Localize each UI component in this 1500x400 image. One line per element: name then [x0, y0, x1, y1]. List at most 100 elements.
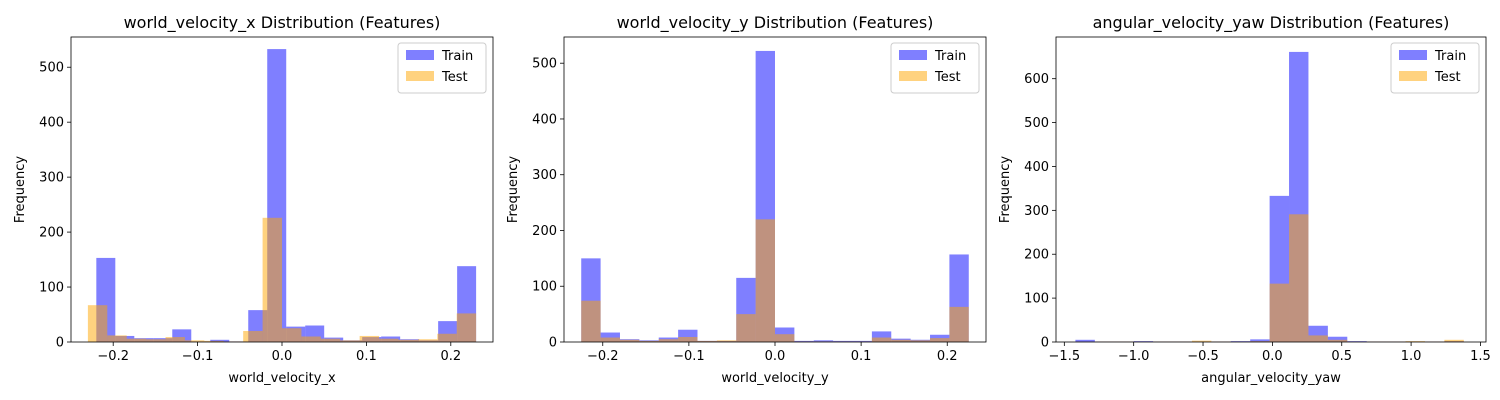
bar-test-19 — [1444, 339, 1464, 342]
chart-title: angular_velocity_yaw Distribution (Featu… — [1093, 13, 1450, 33]
bar-test-8 — [243, 331, 263, 342]
bar-test-15 — [871, 337, 892, 342]
bar-test-16 — [398, 339, 418, 342]
y-tick-label: 300 — [532, 168, 557, 183]
x-tick-label: 0.1 — [356, 349, 377, 364]
bar-test-12 — [320, 338, 341, 342]
bar-test-14 — [359, 335, 380, 342]
bar-train-6 — [210, 339, 230, 342]
bar-test-17 — [910, 340, 931, 342]
bar-train-15 — [871, 331, 892, 342]
bar-test-4 — [165, 337, 185, 342]
bar-test-17 — [417, 339, 438, 342]
bar-test-1 — [600, 337, 620, 342]
x-tick-label: −0.5 — [1187, 349, 1219, 364]
x-tick-label: 0.0 — [272, 349, 293, 364]
legend-swatch-train — [1399, 50, 1427, 60]
y-tick-label: 400 — [39, 116, 64, 131]
chart-panel-1: −0.2 −0.1 0.0 0.1 0.2 0 100 200 300 400 500 world_v… — [13, 13, 494, 386]
x-tick-label: −1.0 — [1118, 349, 1150, 364]
legend-label-train: Train — [1434, 49, 1466, 64]
y-tick-label: 500 — [1024, 116, 1049, 131]
x-axis-label: angular_velocity_yaw — [1201, 371, 1341, 386]
x-tick-label: 0.2 — [440, 349, 461, 364]
y-tick-label: 500 — [39, 61, 64, 76]
legend-label-test: Test — [441, 70, 468, 85]
chart-panel-3: −1.5 −1.0 −0.5 0.0 0.5 1.0 1.5 0 100 200 300 400 500… — [998, 13, 1491, 386]
y-tick-label: 400 — [532, 112, 557, 127]
bar-test-5 — [678, 336, 698, 342]
y-tick-label: 600 — [1024, 72, 1049, 87]
y-axis-label: Frequency — [13, 156, 28, 223]
bar-test-6 — [1191, 340, 1212, 342]
bar-train-1 — [600, 332, 620, 342]
bar-test-16 — [891, 339, 911, 342]
bar-test-9 — [262, 217, 282, 342]
legend-swatch-train — [899, 50, 927, 60]
legend-swatch-train — [406, 50, 434, 60]
y-tick-label: 400 — [1024, 160, 1049, 175]
chart-title: world_velocity_x Distribution (Features) — [124, 13, 441, 33]
legend-label-train: Train — [934, 49, 966, 64]
x-tick-label: −0.1 — [182, 349, 214, 364]
chart-panel-2: −0.2 −0.1 0.0 0.1 0.2 0 100 200 300 400 500 world_v… — [506, 13, 987, 386]
axes-frame — [1055, 36, 1487, 343]
legend: Train Test — [397, 42, 487, 94]
y-tick-label: 100 — [1024, 292, 1049, 307]
y-tick-label: 0 — [549, 336, 557, 351]
y-axis-label: Frequency — [998, 156, 1013, 223]
bar-test-5 — [184, 340, 205, 342]
bar-test-0 — [581, 300, 601, 342]
y-tick-label: 100 — [532, 280, 557, 295]
series-test — [581, 219, 969, 342]
bar-test-11 — [1289, 214, 1309, 342]
legend-label-test: Test — [1434, 70, 1461, 85]
legend-swatch-test — [406, 71, 434, 81]
bar-test-10 — [775, 334, 795, 342]
y-tick-label: 100 — [39, 281, 64, 296]
legend-swatch-test — [1399, 71, 1427, 81]
y-tick-label: 200 — [532, 224, 557, 239]
bar-train-0 — [1075, 339, 1095, 342]
x-tick-label: 0.0 — [1262, 349, 1283, 364]
bar-test-6 — [697, 340, 717, 342]
bar-test-9 — [755, 219, 775, 342]
x-tick-label: 0.1 — [851, 349, 872, 364]
x-tick-label: 1.5 — [1470, 349, 1491, 364]
bar-train-13 — [1327, 336, 1348, 342]
bar-test-6 — [204, 340, 224, 342]
bar-test-7 — [716, 340, 737, 342]
x-tick-label: 0.0 — [765, 349, 786, 364]
legend: Train Test — [890, 42, 980, 94]
x-tick-label: 1.0 — [1401, 349, 1422, 364]
bar-test-9 — [1250, 341, 1270, 342]
bar-test-8 — [736, 314, 756, 342]
bar-train-9 — [1250, 339, 1270, 342]
bar-test-11 — [301, 336, 321, 342]
bar-test-13 — [340, 340, 360, 342]
legend: Train Test — [1390, 42, 1480, 94]
y-tick-label: 300 — [1024, 204, 1049, 219]
bar-test-3 — [639, 340, 659, 342]
x-tick-label: 0.2 — [937, 349, 958, 364]
y-tick-label: 500 — [532, 57, 557, 72]
y-tick-label: 0 — [56, 336, 64, 351]
y-tick-label: 200 — [1024, 248, 1049, 263]
bar-test-2 — [126, 338, 147, 342]
x-tick-label: −0.2 — [97, 349, 129, 364]
bar-test-19 — [456, 313, 477, 342]
bar-test-18 — [930, 338, 950, 342]
legend-label-test: Test — [934, 70, 961, 85]
bar-test-17 — [1405, 341, 1425, 342]
bar-test-2 — [619, 339, 640, 342]
x-tick-label: −1.5 — [1049, 349, 1081, 364]
bar-test-19 — [949, 306, 969, 342]
y-tick-label: 200 — [39, 226, 64, 241]
legend-swatch-test — [899, 71, 927, 81]
x-axis-label: world_velocity_x — [228, 371, 336, 386]
x-tick-label: −0.2 — [587, 349, 619, 364]
chart-title: world_velocity_y Distribution (Features) — [617, 13, 934, 33]
legend-label-train: Train — [441, 49, 473, 64]
series-test — [87, 217, 477, 342]
